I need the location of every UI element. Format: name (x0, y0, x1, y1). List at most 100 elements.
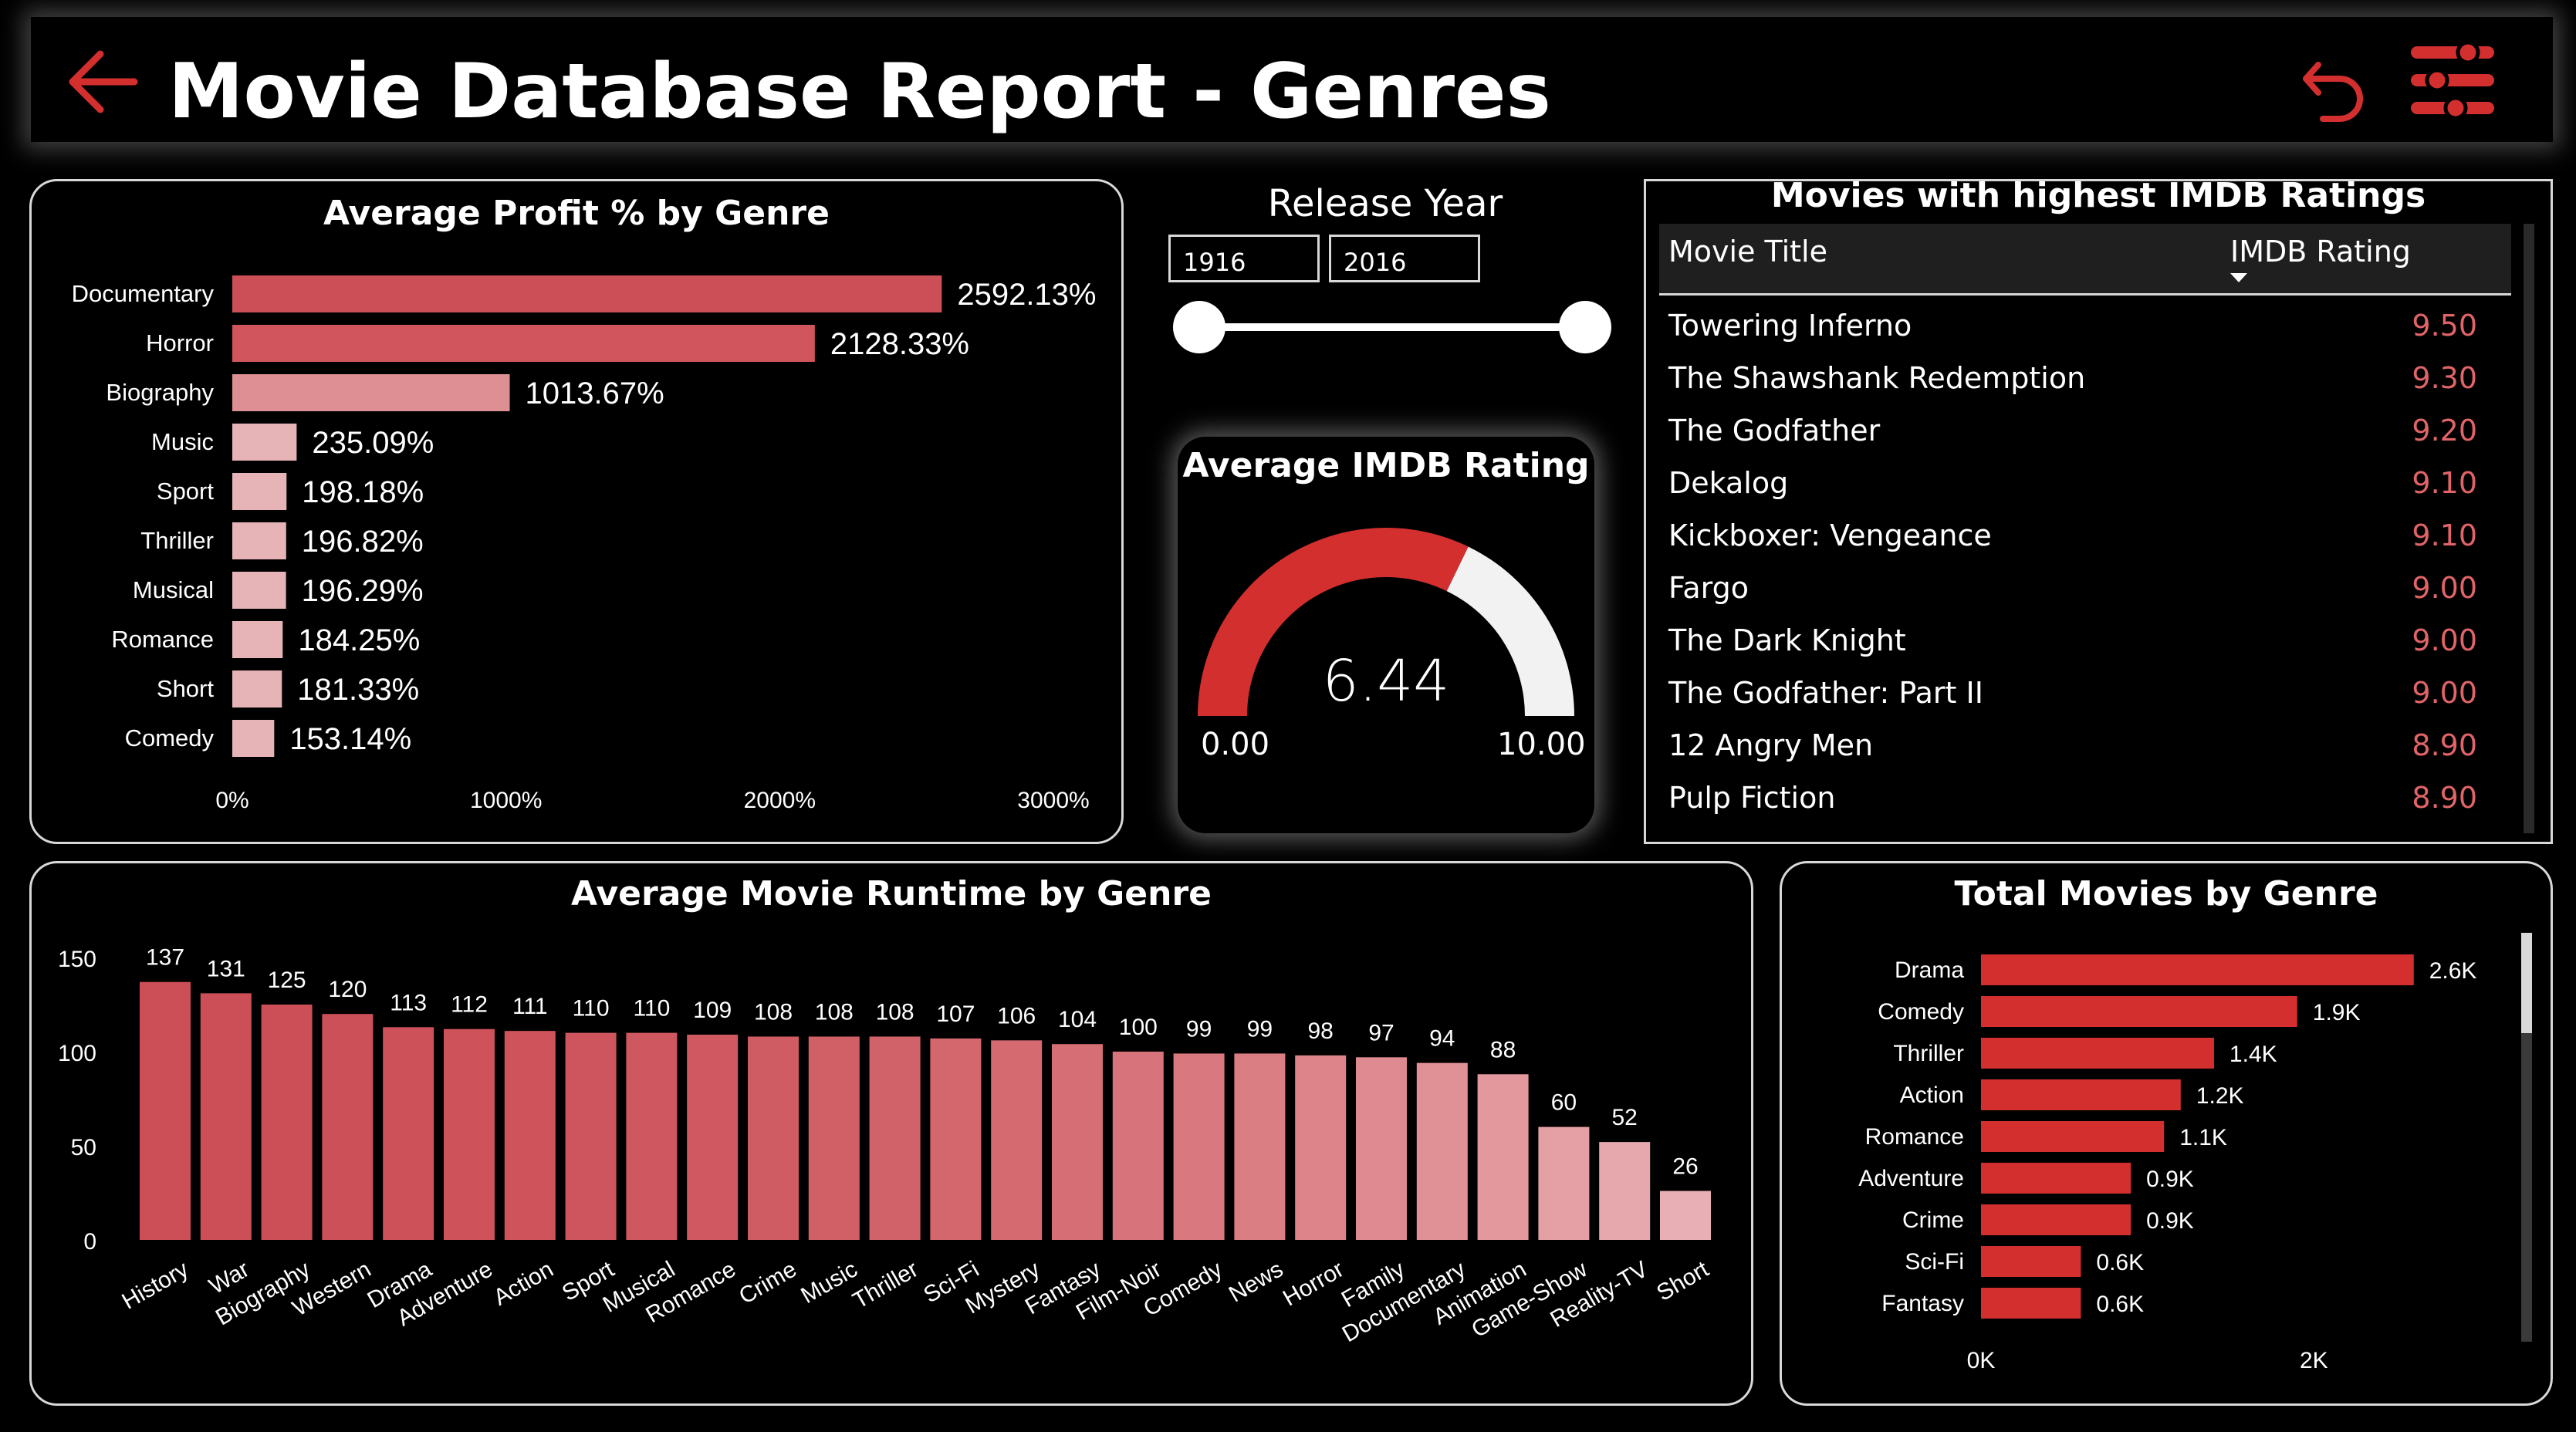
sliders-icon[interactable] (2409, 40, 2502, 125)
runtime-data-label: 131 (207, 956, 245, 981)
table-row[interactable]: The Godfather: Part II 9.00 (1668, 668, 2477, 721)
runtime-bar[interactable] (1599, 1142, 1651, 1240)
total-tick-label: 2K (2300, 1348, 2328, 1373)
total-bar[interactable] (1981, 1288, 2081, 1319)
table-row[interactable]: The Godfather 9.20 (1668, 406, 2477, 458)
profit-bar[interactable] (232, 621, 283, 658)
slider-handle-start[interactable] (1173, 301, 1225, 353)
profit-bar[interactable] (232, 424, 297, 461)
table-row[interactable]: Dekalog 9.10 (1668, 458, 2477, 511)
table-row[interactable]: The Dark Knight 9.00 (1668, 616, 2477, 668)
caret-down-icon[interactable] (2229, 272, 2252, 287)
runtime-data-label: 94 (1429, 1026, 1455, 1052)
col-header-rating[interactable]: IMDB Rating (2230, 235, 2411, 268)
runtime-bar[interactable] (930, 1038, 982, 1240)
profit-category-label: Documentary (72, 280, 215, 307)
profit-bar[interactable] (232, 275, 942, 312)
runtime-bar[interactable] (1416, 1062, 1468, 1240)
movie-title-cell: The Shawshank Redemption (1668, 361, 2086, 395)
profit-data-label: 196.82% (302, 525, 424, 559)
profit-bar[interactable] (232, 670, 282, 708)
profit-bar[interactable] (232, 720, 275, 757)
imdb-rating-cell: 8.90 (2412, 781, 2477, 815)
profit-data-label: 2592.13% (957, 278, 1096, 312)
movie-title-cell: Kickboxer: Vengeance (1668, 518, 1992, 552)
undo-arrow-icon[interactable] (2300, 48, 2369, 125)
runtime-data-label: 98 (1308, 1018, 1334, 1044)
runtime-bar[interactable] (626, 1032, 678, 1240)
table-row[interactable]: The Shawshank Redemption 9.30 (1668, 353, 2477, 406)
profit-bar[interactable] (232, 473, 287, 510)
runtime-bar[interactable] (748, 1036, 799, 1240)
movie-title-cell: 12 Angry Men (1668, 728, 1874, 762)
runtime-bar[interactable] (383, 1027, 434, 1240)
runtime-bar[interactable] (322, 1014, 374, 1240)
runtime-data-label: 111 (512, 994, 548, 1019)
table-row[interactable]: Fargo 9.00 (1668, 563, 2477, 616)
runtime-data-label: 106 (997, 1003, 1036, 1028)
profit-tick-label: 0% (215, 788, 248, 813)
total-bar[interactable] (1981, 1079, 2181, 1110)
profit-category-label: Comedy (125, 724, 215, 751)
total-bar[interactable] (1981, 1246, 2081, 1277)
runtime-data-label: 113 (390, 990, 427, 1015)
runtime-bar[interactable] (1477, 1074, 1529, 1240)
total-category-label: Drama (1895, 957, 1964, 983)
gauge-title: Average IMDB Rating (1182, 446, 1590, 485)
table-row[interactable]: Kickboxer: Vengeance 9.10 (1668, 511, 2477, 563)
total-scroll-thumb[interactable] (2521, 933, 2532, 1033)
runtime-bar[interactable] (991, 1040, 1043, 1240)
total-bar[interactable] (1981, 954, 2414, 985)
runtime-bar[interactable] (808, 1036, 860, 1240)
runtime-data-label: 104 (1058, 1007, 1097, 1032)
runtime-bar[interactable] (261, 1005, 313, 1240)
runtime-bar[interactable] (869, 1036, 921, 1240)
table-row[interactable]: 12 Angry Men 8.90 (1668, 721, 2477, 773)
runtime-bar[interactable] (1112, 1052, 1164, 1240)
table-scrollbar[interactable] (2524, 224, 2534, 833)
movie-title-cell: Pulp Fiction (1668, 781, 1836, 815)
total-category-label: Thriller (1893, 1041, 1964, 1066)
total-category-label: Comedy (1878, 999, 1964, 1025)
slider-handle-end[interactable] (1559, 301, 1611, 353)
runtime-data-label: 110 (633, 996, 670, 1022)
year-range-slider[interactable] (1141, 179, 1630, 400)
slicer-end-input[interactable]: 2016 (1329, 235, 1480, 282)
runtime-bar[interactable] (1295, 1055, 1347, 1240)
page-title: Movie Database Report - Genres (168, 48, 1551, 136)
profit-bar[interactable] (232, 374, 510, 411)
runtime-bar[interactable] (444, 1028, 495, 1240)
runtime-bar[interactable] (140, 981, 191, 1240)
movie-title-cell: Fargo (1668, 571, 1749, 605)
total-bar[interactable] (1981, 1038, 2214, 1069)
runtime-bar[interactable] (1052, 1044, 1103, 1240)
runtime-bar[interactable] (1234, 1053, 1286, 1240)
arrow-left-icon[interactable] (63, 43, 140, 120)
runtime-bar[interactable] (504, 1031, 556, 1240)
profit-bar[interactable] (232, 572, 286, 609)
slicer-start-input[interactable]: 1916 (1168, 235, 1320, 282)
runtime-data-label: 120 (328, 977, 367, 1002)
table-row[interactable]: Towering Inferno 9.50 (1668, 301, 2477, 353)
imdb-rating-cell: 9.10 (2412, 518, 2477, 552)
runtime-bar[interactable] (200, 993, 252, 1240)
total-scrollbar[interactable] (2521, 933, 2532, 1342)
runtime-bar[interactable] (1538, 1126, 1590, 1240)
runtime-bar[interactable] (1660, 1191, 1711, 1240)
table-row[interactable]: Pulp Fiction 8.90 (1668, 773, 2477, 826)
profit-bar[interactable] (232, 325, 815, 362)
total-data-label: 0.9K (2146, 1208, 2194, 1234)
total-bar[interactable] (1981, 1121, 2165, 1152)
runtime-bar[interactable] (1356, 1057, 1407, 1240)
total-bar[interactable] (1981, 996, 2297, 1027)
total-bar[interactable] (1981, 1163, 2131, 1194)
runtime-bar[interactable] (687, 1035, 739, 1240)
runtime-data-label: 97 (1368, 1020, 1394, 1045)
profit-bar[interactable] (232, 522, 286, 559)
total-movies-panel: Total Movies by Genre Drama 2.6K Comedy 1.9… (1780, 861, 2553, 1406)
runtime-data-label: 108 (815, 999, 854, 1025)
runtime-bar[interactable] (1173, 1053, 1225, 1240)
col-header-title[interactable]: Movie Title (1668, 235, 1827, 268)
total-bar[interactable] (1981, 1204, 2131, 1235)
runtime-bar[interactable] (565, 1032, 617, 1240)
